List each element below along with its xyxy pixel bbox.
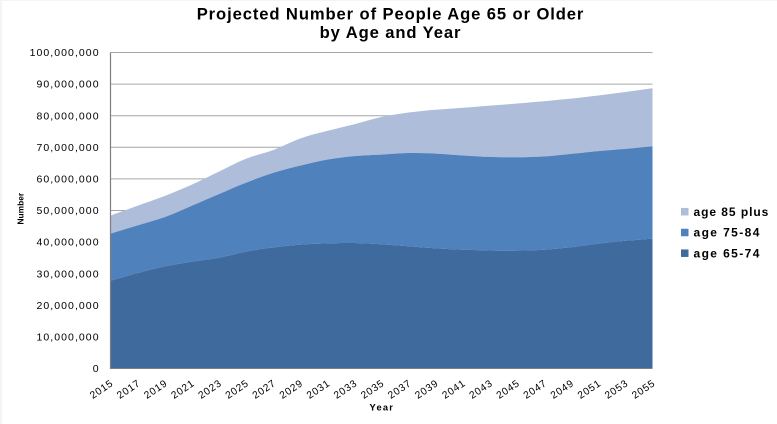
- svg-text:80,000,000: 80,000,000: [37, 110, 100, 122]
- svg-text:2055: 2055: [630, 378, 657, 401]
- svg-text:2015: 2015: [88, 378, 115, 401]
- svg-text:90,000,000: 90,000,000: [37, 79, 100, 91]
- svg-text:10,000,000: 10,000,000: [37, 332, 100, 344]
- svg-text:20,000,000: 20,000,000: [37, 300, 100, 312]
- svg-text:2033: 2033: [332, 378, 359, 401]
- svg-text:2017: 2017: [115, 378, 142, 401]
- svg-text:2051: 2051: [576, 378, 603, 401]
- svg-text:Projected Number of People Age: Projected Number of People Age 65 or Old…: [197, 4, 585, 23]
- svg-text:2049: 2049: [549, 378, 576, 401]
- svg-text:2039: 2039: [413, 378, 440, 401]
- svg-text:2029: 2029: [278, 378, 305, 401]
- svg-text:2027: 2027: [251, 378, 278, 401]
- svg-text:2023: 2023: [197, 378, 224, 401]
- svg-text:2021: 2021: [170, 378, 197, 401]
- svg-text:70,000,000: 70,000,000: [37, 142, 100, 154]
- svg-text:2043: 2043: [468, 378, 495, 401]
- svg-text:age 85 plus: age 85 plus: [694, 205, 770, 219]
- svg-text:by Age and Year: by Age and Year: [320, 23, 462, 42]
- svg-text:2025: 2025: [224, 378, 251, 401]
- svg-text:30,000,000: 30,000,000: [37, 268, 100, 280]
- svg-text:2031: 2031: [305, 378, 332, 401]
- svg-text:2037: 2037: [386, 378, 413, 401]
- svg-text:2053: 2053: [603, 378, 630, 401]
- svg-text:age 75-84: age 75-84: [694, 226, 761, 240]
- svg-text:2041: 2041: [441, 378, 468, 401]
- svg-text:2035: 2035: [359, 378, 386, 401]
- svg-text:2019: 2019: [142, 378, 169, 401]
- svg-text:Year: Year: [370, 402, 395, 412]
- svg-text:50,000,000: 50,000,000: [37, 205, 100, 217]
- svg-text:60,000,000: 60,000,000: [37, 174, 100, 186]
- svg-text:100,000,000: 100,000,000: [30, 47, 100, 59]
- svg-text:age 65-74: age 65-74: [694, 246, 761, 260]
- svg-text:2045: 2045: [495, 378, 522, 401]
- svg-text:40,000,000: 40,000,000: [37, 237, 100, 249]
- svg-text:0: 0: [93, 363, 100, 375]
- svg-text:2047: 2047: [522, 378, 549, 401]
- svg-text:Number: Number: [15, 192, 25, 224]
